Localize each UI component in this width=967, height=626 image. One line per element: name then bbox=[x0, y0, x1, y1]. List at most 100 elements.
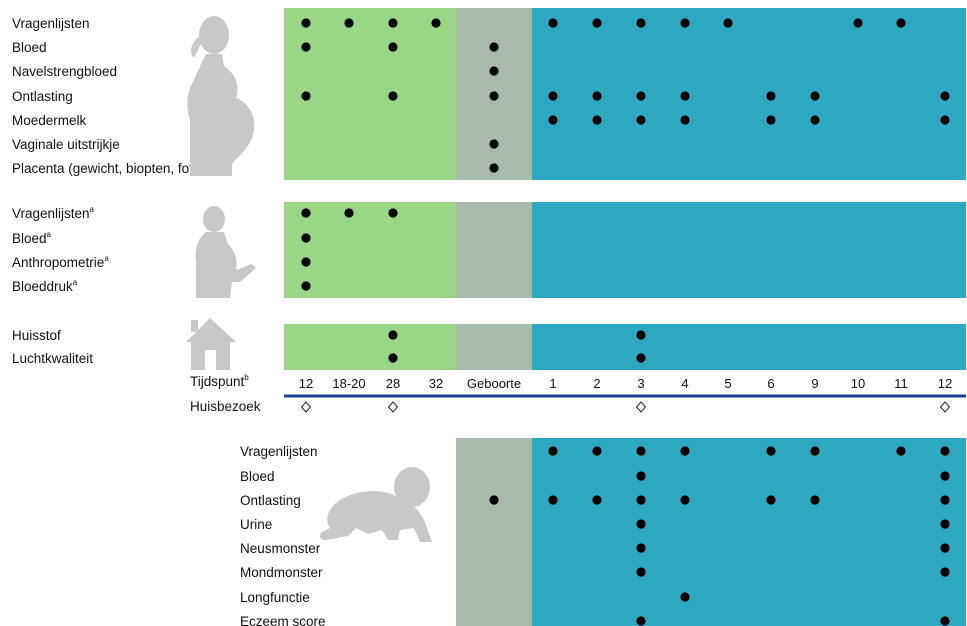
sample-dot bbox=[344, 208, 354, 218]
pregnant-woman-icon bbox=[187, 16, 255, 176]
row-label: Huisstof bbox=[12, 328, 61, 343]
postnatal-band bbox=[532, 324, 966, 370]
row-label: Bloeddruka bbox=[12, 278, 78, 294]
timepoint-tick: 28 bbox=[386, 376, 400, 391]
sample-dot bbox=[680, 495, 690, 505]
row-label: Bloed bbox=[240, 469, 275, 484]
sample-dot bbox=[723, 18, 733, 28]
sample-dot bbox=[810, 446, 820, 456]
sample-dot bbox=[636, 519, 646, 529]
sample-dot bbox=[301, 91, 311, 101]
sample-dot bbox=[431, 18, 441, 28]
sample-dot bbox=[388, 91, 398, 101]
sample-dot bbox=[636, 567, 646, 577]
timepoint-axis: Tijdspuntb 12 18-20 28 32 Geboorte 1 2 3 4 5 6 9 10 11… bbox=[190, 373, 966, 414]
postnatal-band bbox=[532, 202, 966, 298]
sample-dot bbox=[489, 139, 499, 149]
sample-dot bbox=[388, 208, 398, 218]
sample-dot bbox=[636, 471, 646, 481]
footnote-marker: a bbox=[104, 254, 109, 263]
house-icon bbox=[186, 318, 236, 370]
section-mother: Vragenlijsten Bloed Navelstrengbloed Ontlas… bbox=[12, 8, 966, 180]
timepoint-tick: 12 bbox=[938, 376, 952, 391]
birth-band bbox=[456, 202, 532, 298]
timepoint-tick: 12 bbox=[299, 376, 313, 391]
sample-dot bbox=[489, 42, 499, 52]
sample-dot bbox=[592, 495, 602, 505]
sample-dot bbox=[548, 91, 558, 101]
timepoint-tick: 10 bbox=[851, 376, 865, 391]
sample-dot bbox=[940, 115, 950, 125]
sample-dot bbox=[301, 233, 311, 243]
row-label: Vragenlijsten bbox=[12, 16, 90, 31]
timepoint-tick: Geboorte bbox=[467, 376, 521, 391]
sample-dot bbox=[940, 91, 950, 101]
sample-dot bbox=[940, 616, 950, 626]
sample-dot bbox=[810, 91, 820, 101]
row-label: Longfunctie bbox=[240, 590, 310, 605]
sample-dot bbox=[940, 446, 950, 456]
sample-dot bbox=[766, 446, 776, 456]
sample-dot bbox=[388, 330, 398, 340]
row-label: Mondmonster bbox=[240, 565, 323, 580]
sample-dot bbox=[301, 42, 311, 52]
row-label: Luchtkwaliteit bbox=[12, 351, 93, 366]
row-label: Vaginale uitstrijkje bbox=[12, 137, 120, 152]
row-label: Vragenlijstena bbox=[12, 205, 95, 221]
footnote-marker: a bbox=[73, 278, 78, 287]
sample-dot bbox=[766, 495, 776, 505]
sample-dot bbox=[301, 18, 311, 28]
home-visit-diamond-icon bbox=[300, 401, 312, 413]
sample-dot bbox=[388, 42, 398, 52]
sample-dot bbox=[896, 18, 906, 28]
sample-dot bbox=[810, 495, 820, 505]
sample-dot bbox=[548, 446, 558, 456]
crawling-baby-icon bbox=[319, 467, 432, 542]
sample-dot bbox=[636, 353, 646, 363]
sample-dot bbox=[489, 91, 499, 101]
timepoint-tick: 5 bbox=[724, 376, 731, 391]
sample-dot bbox=[636, 543, 646, 553]
sample-dot bbox=[592, 91, 602, 101]
birth-band bbox=[456, 438, 532, 626]
row-label: Placenta (gewicht, biopten, foto) bbox=[12, 161, 205, 176]
row-label: Eczeem score bbox=[240, 614, 326, 626]
home-visit-diamond-icon bbox=[387, 401, 399, 413]
postnatal-band bbox=[532, 438, 966, 626]
timepoint-tick: 1 bbox=[549, 376, 556, 391]
sample-dot bbox=[388, 18, 398, 28]
sample-dot bbox=[853, 18, 863, 28]
sample-dot bbox=[636, 616, 646, 626]
footnote-marker: a bbox=[90, 205, 95, 214]
row-label: Moedermelk bbox=[12, 113, 87, 128]
sample-dot bbox=[548, 18, 558, 28]
row-label: Neusmonster bbox=[240, 541, 321, 556]
sample-dot bbox=[489, 66, 499, 76]
sample-dot bbox=[548, 495, 558, 505]
timepoint-tick: 6 bbox=[767, 376, 774, 391]
sample-dot bbox=[636, 115, 646, 125]
sample-dot bbox=[636, 446, 646, 456]
timepoint-tick: 11 bbox=[894, 376, 908, 391]
sample-dot bbox=[592, 446, 602, 456]
sample-dot bbox=[940, 567, 950, 577]
section-child: Vragenlijsten Bloed Ontlasting Urine Neusmon… bbox=[240, 438, 966, 626]
row-label: Ontlasting bbox=[12, 89, 73, 104]
section-home: Huisstof Luchtkwaliteit bbox=[12, 324, 966, 370]
timepoint-tick: 32 bbox=[429, 376, 443, 391]
row-label: Urine bbox=[240, 517, 272, 532]
sample-dot bbox=[301, 281, 311, 291]
timepoint-label: Tijdspuntb bbox=[190, 373, 249, 389]
sample-dot bbox=[940, 495, 950, 505]
sample-dot bbox=[680, 18, 690, 28]
sample-dot bbox=[940, 471, 950, 481]
sample-dot bbox=[810, 115, 820, 125]
section-father: Vragenlijstena Bloeda Anthropometriea Bloed… bbox=[12, 202, 966, 298]
timepoint-tick: 18-20 bbox=[332, 376, 365, 391]
home-visit-label: Huisbezoek bbox=[190, 399, 261, 414]
timepoint-tick: 4 bbox=[681, 376, 688, 391]
sample-dot bbox=[592, 18, 602, 28]
sample-dot bbox=[636, 495, 646, 505]
timepoint-tick: 9 bbox=[811, 376, 818, 391]
